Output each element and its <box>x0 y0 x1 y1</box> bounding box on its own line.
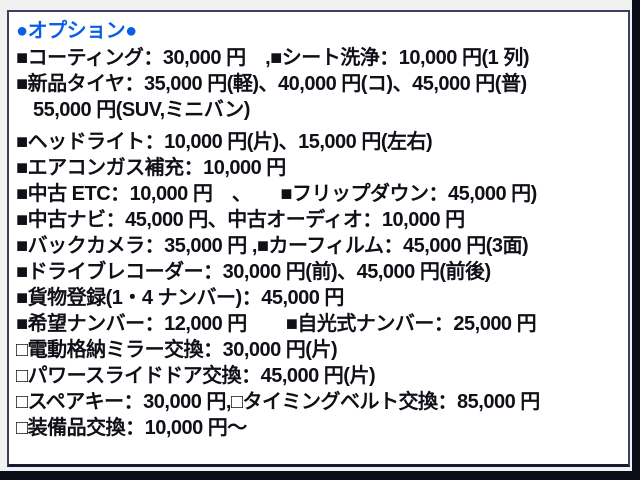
option-line: □装備品交換：10,000 円～ <box>16 417 247 439</box>
option-line: ■希望ナンバー：12,000 円 ■自光式ナンバー：25,000 円 <box>16 313 537 335</box>
option-line: □電動格納ミラー交換：30,000 円(片) <box>16 339 338 361</box>
option-line-continuation: 55,000 円(SUV,ミニバン) <box>33 99 250 121</box>
right-dark-edge <box>632 0 640 480</box>
option-line: ■ドライブレコーダー：30,000 円(前)、45,000 円(前後) <box>16 261 491 283</box>
option-line: ■貨物登録(1・4 ナンバー)：45,000 円 <box>16 287 344 309</box>
option-line: ■コーティング：30,000 円 ,■シート洗浄：10,000 円(1 列) <box>16 47 529 69</box>
option-line: ■バックカメラ：35,000 円 ,■カーフィルム：45,000 円(3面) <box>16 235 529 257</box>
bottom-dark-edge <box>0 471 640 480</box>
option-line: ■中古 ETC：10,000 円 、 ■フリップダウン：45,000 円) <box>16 183 537 205</box>
option-line: ■新品タイヤ：35,000 円(軽)、40,000 円(コ)、45,000 円(… <box>16 73 527 95</box>
options-panel: ●オプション● ■コーティング：30,000 円 ,■シート洗浄：10,000 … <box>7 10 630 467</box>
option-line: □スペアキー：30,000 円,□タイミングベルト交換：85,000 円 <box>16 391 540 413</box>
option-line: ■ヘッドライト：10,000 円(片)、15,000 円(左右) <box>16 131 433 153</box>
option-line: ■中古ナビ：45,000 円、中古オーディオ：10,000 円 <box>16 209 465 231</box>
section-title: ●オプション● <box>16 20 137 42</box>
option-line: ■エアコンガス補充：10,000 円 <box>16 157 286 179</box>
option-line: □パワースライドドア交換：45,000 円(片) <box>16 365 376 387</box>
